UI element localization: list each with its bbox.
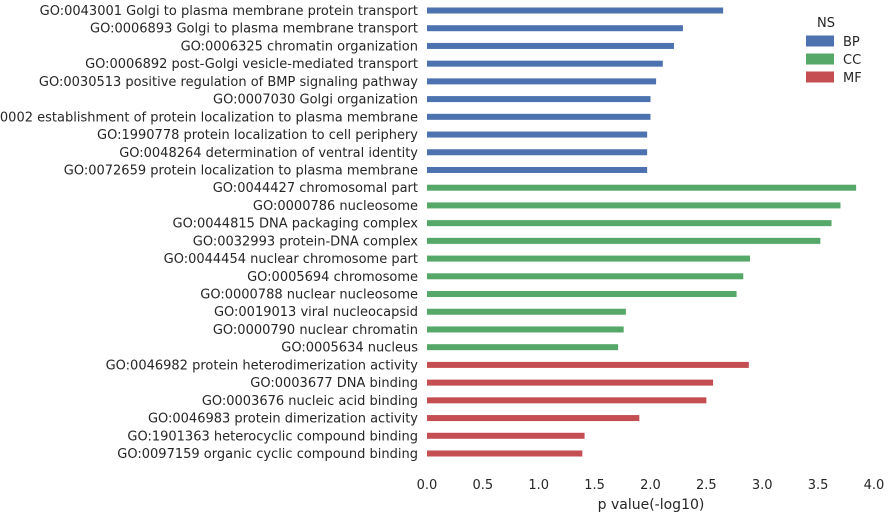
legend-swatch-cc [806,53,834,65]
category-label: GO:0007030 Golgi organization [213,93,418,108]
bar-bp [427,42,674,49]
category-label: GO:0003677 DNA binding [250,376,418,391]
x-tick-label: 0.5 [473,478,494,493]
bar-cc [427,237,821,244]
category-label: GO:0044815 DNA packaging complex [173,217,419,232]
category-label: GO:0000790 nuclear chromatin [213,323,418,338]
bar-mf [427,432,585,439]
category-label: GO:0043001 Golgi to plasma membrane prot… [40,4,418,19]
legend-swatch-bp [806,35,834,47]
legend-title: NS [817,16,835,31]
category-label: GO:0072659 protein localization to plasm… [64,163,418,178]
x-tick-label: 0.0 [417,478,438,493]
bar-bp [427,78,657,85]
category-label: GO:0006892 post-Golgi vesicle-mediated t… [85,57,418,72]
x-axis-label: p value(-log10) [598,497,705,513]
bar-bp [427,7,724,14]
bar-mf [427,361,749,368]
x-tick-label: 3.0 [752,478,773,493]
bar-bp [427,60,663,67]
category-label: GO:0000786 nucleosome [253,199,418,214]
bar-bp [427,113,651,120]
bar-bp [427,149,648,156]
category-label: GO:0046983 protein dimerization activity [148,412,418,427]
bar-cc [427,220,832,227]
bar-cc [427,291,737,298]
category-label: GO:0006325 chromatin organization [181,39,418,54]
bar-cc [427,184,857,191]
x-tick-label: 1.5 [584,478,605,493]
x-axis-ticks: 0.0 0.5 1.0 1.5 2.0 2.5 3.0 3.5 4.0 [417,478,885,493]
bars-group [427,7,857,457]
bar-bp [427,131,648,138]
bar-cc [427,344,619,351]
category-label: GO:0048264 determination of ventral iden… [119,146,418,161]
bar-bp [427,166,648,173]
category-label: GO:0005634 nucleus [281,341,418,356]
category-label: GO:0032993 protein-DNA complex [193,234,419,249]
bar-cc [427,326,624,333]
category-label: GO:0000788 nuclear nucleosome [200,288,418,303]
bar-bp [427,96,651,103]
bar-bp [427,25,683,32]
legend-label-cc: CC [843,53,861,68]
category-label: GO:0030513 positive regulation of BMP si… [39,75,418,90]
category-label: GO:1901363 heterocyclic compound binding [127,429,418,444]
bar-cc [427,255,750,262]
category-label: GO:0044427 chromosomal part [213,181,418,196]
bar-mf [427,397,707,404]
category-label: GO:0019013 viral nucleocapsid [214,305,418,320]
category-labels: GO:0043001 Golgi to plasma membrane prot… [0,4,418,462]
bar-mf [427,379,714,386]
x-tick-label: 4.0 [864,478,885,493]
bar-cc [427,308,626,315]
bar-mf [427,450,583,457]
category-label: GO:0006893 Golgi to plasma membrane tran… [90,22,418,37]
category-label: GO:0005694 chromosome [247,270,418,285]
bar-cc [427,202,841,209]
bar-mf [427,415,640,422]
legend-label-bp: BP [843,35,860,50]
category-label: GO:0003676 nucleic acid binding [202,394,418,409]
x-tick-label: 1.0 [528,478,549,493]
bar-cc [427,273,744,280]
category-label: GO:0097159 organic cyclic compound bindi… [117,447,418,462]
legend-label-mf: MF [843,71,862,86]
x-tick-label: 2.0 [640,478,661,493]
x-tick-label: 3.5 [808,478,829,493]
legend-swatch-mf [806,71,834,83]
category-label: GO:1990778 protein localization to cell … [97,128,418,143]
category-label: GO:0044454 nuclear chromosome part [164,252,418,267]
category-label: GO:0046982 protein heterodimerization ac… [106,358,419,373]
x-tick-label: 2.5 [696,478,717,493]
legend: NS BP CC MF [806,16,862,86]
category-label: GO:0090002 establishment of protein loca… [0,110,418,125]
